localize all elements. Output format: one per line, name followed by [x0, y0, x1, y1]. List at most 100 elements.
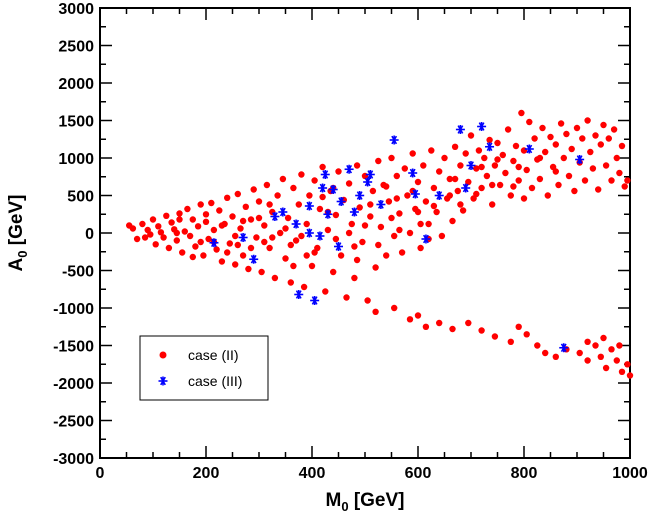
data-point-case-ii — [451, 143, 459, 150]
data-point-case-ii — [454, 187, 461, 195]
data-point-case-iii — [291, 219, 301, 229]
data-point-case-ii — [147, 231, 154, 238]
data-point-case-ii — [194, 223, 202, 230]
data-point-case-iii — [209, 238, 219, 248]
data-point-case-ii — [496, 181, 504, 189]
data-point-case-ii — [597, 141, 604, 148]
data-point-case-ii — [232, 232, 239, 240]
data-point-case-ii — [369, 187, 377, 195]
data-point-case-ii — [383, 183, 390, 190]
y-tick-label: -1000 — [53, 301, 94, 318]
x-tick-label: 400 — [299, 465, 326, 482]
data-point-case-ii — [303, 252, 310, 259]
data-point-case-ii — [133, 235, 141, 243]
data-point-case-ii — [218, 222, 226, 229]
data-point-case-iii — [455, 125, 465, 134]
data-point-case-iii — [334, 242, 343, 251]
data-point-case-ii — [372, 264, 379, 271]
data-point-case-ii — [359, 238, 366, 246]
data-point-case-ii — [587, 148, 594, 156]
data-point-case-ii — [618, 142, 626, 150]
data-point-case-ii — [351, 243, 358, 250]
data-point-case-ii — [295, 201, 302, 208]
data-point-case-iii — [408, 168, 418, 178]
data-point-case-ii — [197, 201, 204, 208]
data-point-case-ii — [361, 222, 369, 229]
data-point-case-ii — [351, 274, 358, 282]
x-tick-label: 600 — [405, 465, 432, 482]
data-point-case-ii — [446, 192, 453, 199]
data-point-case-ii — [234, 241, 241, 249]
data-point-case-iii — [485, 142, 495, 152]
data-point-case-ii — [555, 181, 562, 189]
data-point-case-ii — [226, 240, 233, 247]
y-tick-label: -1500 — [53, 339, 94, 356]
data-point-case-ii — [176, 216, 183, 223]
x-axis-title: M0 [GeV] — [325, 490, 404, 514]
data-point-case-ii — [457, 201, 464, 208]
data-point-case-iii — [349, 207, 359, 217]
data-point-case-ii — [507, 192, 514, 199]
data-point-case-iii — [320, 170, 330, 179]
data-point-case-ii — [602, 364, 610, 372]
data-point-case-ii — [391, 232, 398, 240]
data-point-case-ii — [356, 204, 363, 211]
data-point-case-ii — [208, 199, 215, 207]
data-point-case-ii — [518, 109, 525, 117]
data-point-case-ii — [433, 208, 440, 216]
data-point-case-ii — [364, 297, 371, 304]
data-point-case-ii — [544, 192, 551, 199]
data-point-case-ii — [502, 169, 509, 177]
data-point-case-ii — [353, 256, 361, 264]
y-tick-label: 500 — [67, 189, 94, 206]
data-point-case-ii — [465, 319, 472, 327]
data-point-case-iii — [315, 231, 325, 241]
data-point-case-iii — [344, 164, 354, 174]
data-point-case-ii — [589, 165, 597, 172]
data-point-case-ii — [258, 268, 265, 276]
data-point-case-iii — [328, 185, 338, 194]
data-point-case-iii — [249, 254, 259, 264]
data-point-case-ii — [536, 175, 544, 183]
data-point-case-ii — [436, 319, 443, 327]
data-point-case-ii — [269, 234, 276, 241]
data-point-case-ii — [608, 177, 615, 184]
data-point-case-ii — [393, 195, 400, 202]
data-point-case-ii — [618, 368, 626, 375]
data-point-case-ii — [200, 252, 207, 259]
data-point-case-ii — [523, 331, 530, 338]
data-point-case-ii — [353, 162, 361, 169]
data-point-case-ii — [478, 184, 485, 192]
data-point-case-ii — [608, 346, 615, 353]
y-tick-label: 2500 — [58, 39, 94, 56]
legend-marker-case-ii — [159, 351, 167, 359]
data-point-case-iii — [410, 189, 420, 199]
data-point-case-ii — [600, 334, 607, 342]
data-point-case-ii — [563, 130, 570, 138]
data-point-case-ii — [441, 154, 448, 162]
data-point-case-ii — [425, 220, 432, 228]
data-point-case-ii — [571, 187, 578, 195]
legend: case (II) case (III) — [139, 335, 269, 401]
data-point-case-ii — [324, 226, 332, 234]
data-point-case-ii — [417, 220, 424, 228]
data-point-case-ii — [139, 220, 146, 228]
data-point-case-ii — [624, 361, 631, 368]
data-point-case-ii — [584, 357, 591, 364]
data-point-case-ii — [481, 154, 488, 162]
data-point-case-ii — [613, 357, 620, 364]
data-point-case-ii — [404, 192, 411, 199]
data-point-case-ii — [210, 226, 218, 234]
x-tick-labels: 0 200 400 600 800 1000 — [96, 465, 648, 482]
data-point-case-ii — [391, 304, 398, 312]
data-point-case-ii — [393, 172, 400, 180]
data-point-case-ii — [239, 217, 247, 225]
legend-star-glyph — [158, 376, 168, 386]
data-point-case-ii — [168, 219, 175, 226]
data-point-case-ii — [330, 268, 337, 276]
data-point-case-iii — [363, 177, 373, 187]
data-point-case-iii — [355, 191, 365, 200]
data-point-case-ii — [446, 175, 453, 183]
data-point-case-ii — [438, 232, 446, 240]
